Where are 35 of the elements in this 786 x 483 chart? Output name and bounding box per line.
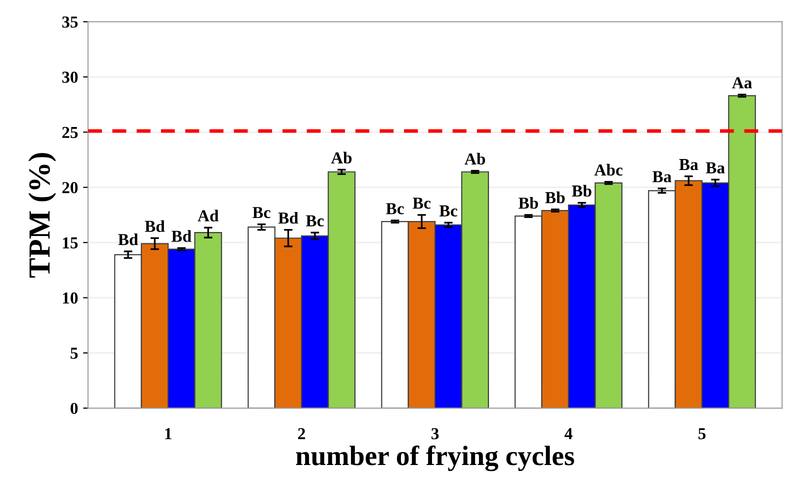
x-tick-label: 2 <box>298 428 306 440</box>
data-label: Bd <box>172 230 192 242</box>
data-label: Bb <box>572 184 592 197</box>
x-tick-label: 3 <box>432 428 439 440</box>
x-tick-label: 1 <box>165 428 172 440</box>
y-tick-label: 10 <box>62 292 78 304</box>
data-label: Bc <box>252 207 270 218</box>
y-tick-label: 5 <box>70 348 78 359</box>
data-label: Bc <box>439 205 458 216</box>
y-tick-label: 20 <box>62 182 78 194</box>
data-label: Bc <box>386 203 404 214</box>
data-label: Ba <box>679 159 698 170</box>
data-label: Bc <box>306 215 324 226</box>
data-label: Ad <box>198 210 219 222</box>
y-tick-label: 30 <box>62 72 78 83</box>
data-label: Bd <box>118 233 138 246</box>
data-label: Bd <box>144 220 165 232</box>
data-label: Bb <box>545 192 565 204</box>
data-label: Abc <box>594 164 622 176</box>
y-tick-label: 15 <box>62 237 78 248</box>
data-label: Bd <box>278 212 298 224</box>
x-tick-label: 4 <box>564 428 572 440</box>
data-label: Bc <box>412 198 431 209</box>
y-tick-label: 25 <box>62 126 78 138</box>
data-label: Ba <box>706 162 725 174</box>
x-tick-label: 5 <box>698 428 706 440</box>
x-axis-title: number of frying cycles <box>296 445 574 472</box>
y-tick-label: 35 <box>62 16 78 28</box>
data-label: Bb <box>518 197 538 209</box>
data-label: Ba <box>652 171 672 182</box>
data-label: Ab <box>464 152 486 165</box>
y-axis-title: TPM (%) <box>28 153 56 278</box>
y-tick-label: 0 <box>70 402 78 414</box>
data-label: Aa <box>732 77 752 88</box>
data-label: Ab <box>331 152 352 164</box>
